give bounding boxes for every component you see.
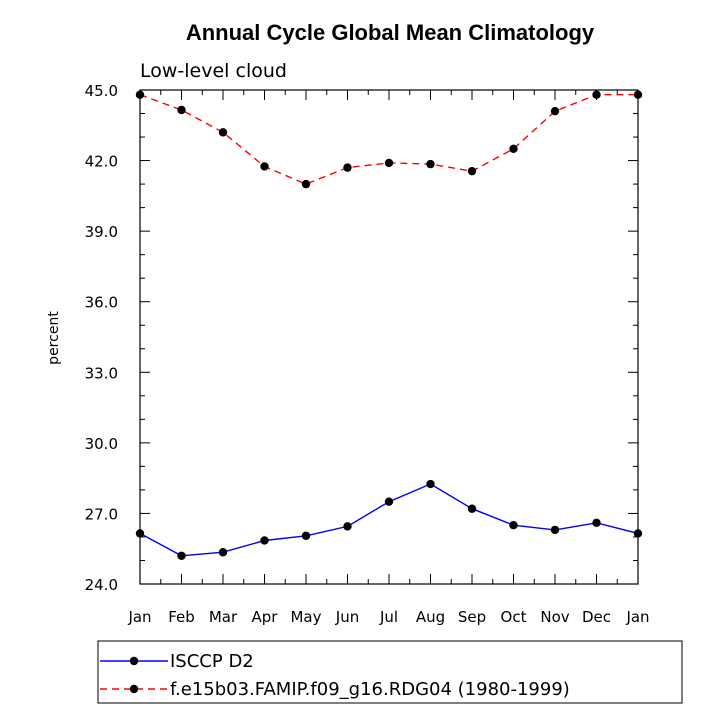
x-tick-label: Feb	[168, 608, 195, 626]
x-tick-label: Jul	[379, 608, 398, 626]
data-point	[592, 90, 601, 99]
x-tick-label: Jun	[335, 608, 359, 626]
data-point	[177, 105, 186, 115]
y-tick-label: 36.0	[85, 294, 118, 312]
plot-frame	[139, 89, 639, 585]
series-line-0	[139, 483, 639, 557]
data-point	[550, 106, 560, 116]
data-point	[343, 522, 352, 531]
x-tick-label: Nov	[540, 608, 569, 626]
data-point	[260, 536, 269, 545]
data-point	[592, 518, 601, 528]
legend-frame	[97, 640, 683, 704]
x-tick-label: Sep	[458, 608, 486, 626]
x-tick-label: Oct	[501, 608, 527, 626]
data-point	[509, 144, 518, 154]
data-point	[218, 128, 228, 137]
data-point	[260, 162, 269, 171]
y-tick-label: 39.0	[85, 223, 118, 241]
data-point	[301, 531, 311, 540]
data-point	[467, 166, 477, 176]
chart-title: Annual Cycle Global Mean Climatology	[186, 20, 595, 45]
y-tick-label: 24.0	[85, 576, 118, 594]
x-tick-label: May	[290, 608, 321, 626]
y-tick-label: 45.0	[85, 82, 118, 100]
data-point	[177, 551, 186, 560]
series-line-1	[139, 93, 638, 185]
y-tick-label: 42.0	[85, 153, 118, 171]
legend-marker-1	[129, 684, 139, 694]
legend-marker-0	[129, 656, 139, 666]
data-point	[301, 179, 311, 189]
y-axis-label: percent	[46, 311, 62, 365]
data-point	[509, 520, 518, 530]
y-tick-label: 27.0	[85, 505, 118, 523]
x-tick-label: Mar	[209, 608, 238, 626]
data-point	[550, 525, 560, 535]
data-point	[218, 548, 228, 557]
data-point	[426, 479, 435, 489]
legend: ISCCP D2 f.e15b03.FAMIP.f09_g16.RDG04 (19…	[97, 640, 683, 704]
legend-label-1: f.e15b03.FAMIP.f09_g16.RDG04 (1980-1999)	[170, 679, 570, 700]
y-tick-label: 30.0	[85, 435, 118, 453]
data-point	[426, 159, 435, 169]
x-tick-label: Jan	[127, 608, 151, 626]
x-tick-label: Jan	[625, 608, 649, 626]
x-tick-label: Dec	[582, 608, 611, 626]
y-tick-label: 33.0	[85, 364, 118, 382]
data-point	[384, 497, 394, 506]
chart-subtitle: Low-level cloud	[140, 60, 287, 82]
legend-label-0: ISCCP D2	[170, 651, 254, 672]
data-point	[384, 158, 394, 168]
data-point	[343, 163, 352, 172]
x-tick-label: Apr	[252, 608, 279, 626]
plot-area: Jan Feb Mar Apr May Jun Jul Aug Sep Oct Nov Dec Jan 2…	[85, 82, 650, 626]
data-point	[467, 504, 477, 513]
x-tick-label: Aug	[416, 608, 445, 626]
